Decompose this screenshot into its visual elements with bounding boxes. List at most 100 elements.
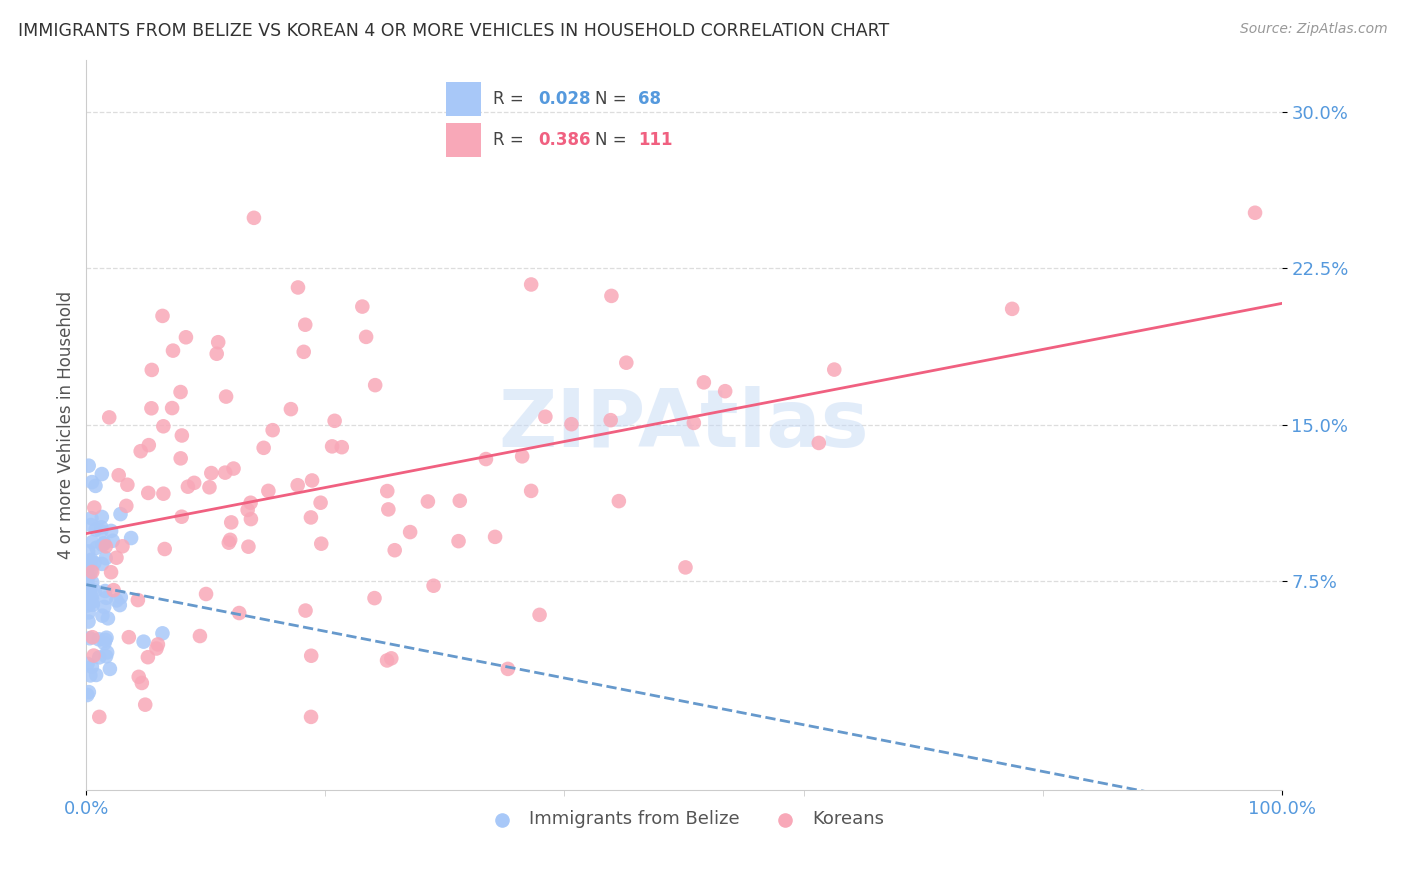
Point xyxy=(321,439,343,453)
Point xyxy=(287,478,309,492)
Point xyxy=(807,436,830,450)
Point xyxy=(80,595,103,609)
Point xyxy=(152,419,174,434)
Point xyxy=(607,494,630,508)
Point xyxy=(98,662,121,676)
Point xyxy=(141,363,163,377)
Point xyxy=(177,480,200,494)
Point xyxy=(76,594,98,608)
Point xyxy=(153,541,176,556)
Point xyxy=(309,537,332,551)
Point xyxy=(422,579,444,593)
Point xyxy=(115,499,138,513)
Point xyxy=(76,574,98,589)
Point xyxy=(77,615,100,629)
Point xyxy=(80,593,103,607)
Point xyxy=(169,385,191,400)
Point xyxy=(520,483,543,498)
Point xyxy=(93,599,115,614)
Point xyxy=(675,560,697,574)
Point xyxy=(170,428,193,442)
Point xyxy=(80,590,103,604)
Point xyxy=(90,557,112,571)
Point xyxy=(79,568,101,582)
Point xyxy=(299,648,322,663)
Point xyxy=(120,531,142,545)
Point xyxy=(76,657,98,671)
Point xyxy=(510,450,533,464)
Point xyxy=(80,475,103,489)
Point xyxy=(218,535,240,549)
Point xyxy=(399,525,422,540)
Point xyxy=(195,587,218,601)
Point xyxy=(131,676,153,690)
Point xyxy=(152,309,174,323)
Point xyxy=(76,567,98,582)
Point xyxy=(146,637,169,651)
Point xyxy=(96,631,118,645)
Point xyxy=(111,539,134,553)
Point xyxy=(98,410,121,425)
Point xyxy=(77,544,100,558)
Point xyxy=(170,451,193,466)
Point xyxy=(107,468,129,483)
Point xyxy=(262,423,284,437)
Point xyxy=(80,659,103,673)
Point xyxy=(1001,301,1024,316)
Point xyxy=(183,475,205,490)
Point xyxy=(87,632,110,647)
Point xyxy=(152,486,174,500)
Point xyxy=(309,496,332,510)
Point xyxy=(89,650,111,665)
Point xyxy=(77,606,100,620)
Point xyxy=(200,466,222,480)
Point xyxy=(1244,206,1267,220)
Point xyxy=(301,474,323,488)
Point xyxy=(484,530,506,544)
Point xyxy=(205,347,228,361)
Point xyxy=(82,630,104,644)
Point xyxy=(228,606,250,620)
Point xyxy=(94,551,117,566)
Point xyxy=(363,591,385,606)
Point xyxy=(83,648,105,663)
Point xyxy=(86,541,108,555)
Point xyxy=(207,335,229,350)
Point xyxy=(354,330,377,344)
Point xyxy=(103,583,125,598)
Point xyxy=(198,480,221,494)
Point xyxy=(90,510,112,524)
Point xyxy=(82,598,104,612)
Point xyxy=(93,537,115,551)
Point xyxy=(560,417,582,432)
Point xyxy=(214,466,236,480)
Point xyxy=(520,277,543,292)
Point xyxy=(91,608,114,623)
Point xyxy=(79,582,101,597)
Point xyxy=(89,710,111,724)
Point xyxy=(105,593,128,607)
Point xyxy=(84,523,107,537)
Point xyxy=(496,662,519,676)
Point xyxy=(100,524,122,538)
Point xyxy=(118,630,141,644)
Point xyxy=(77,458,100,473)
Point xyxy=(79,631,101,645)
Point xyxy=(105,550,128,565)
Point xyxy=(375,653,398,667)
Point xyxy=(94,649,117,664)
Point xyxy=(299,510,322,524)
Point xyxy=(97,611,120,625)
Point xyxy=(243,211,266,225)
Point xyxy=(380,651,402,665)
Point xyxy=(83,500,105,515)
Point xyxy=(141,401,163,416)
Point xyxy=(253,441,276,455)
Legend: Immigrants from Belize, Koreans: Immigrants from Belize, Koreans xyxy=(477,803,891,836)
Point xyxy=(136,486,159,500)
Point xyxy=(416,494,439,508)
Point xyxy=(96,645,118,659)
Point xyxy=(91,538,114,552)
Point xyxy=(83,556,105,570)
Point xyxy=(352,300,374,314)
